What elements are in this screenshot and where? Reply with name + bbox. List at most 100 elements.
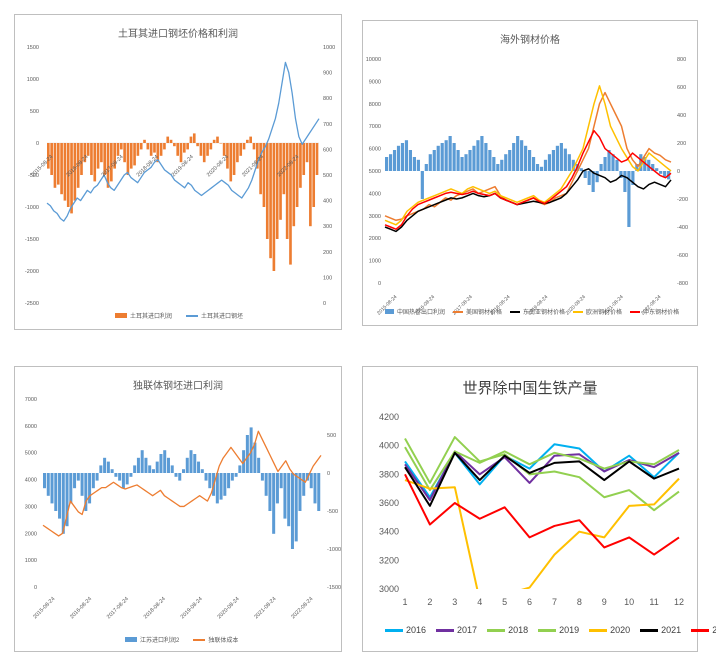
profit-bar	[508, 150, 512, 171]
y2-tick-label: 800	[323, 96, 332, 102]
y-tick-label: 5000	[25, 451, 37, 457]
profit-bar	[262, 143, 266, 207]
profit-bar	[140, 450, 144, 473]
profit-bar	[61, 473, 65, 534]
profit-bar	[129, 473, 133, 477]
profit-bar	[559, 143, 563, 171]
profit-bar	[623, 171, 627, 192]
series-line	[384, 85, 672, 226]
x-tick-label: 2018-08-24	[143, 596, 167, 620]
profit-bar	[268, 473, 272, 511]
chart-title: 土耳其进口钢坯价格和利润	[118, 29, 238, 40]
x-tick-label: 2022-08-24	[290, 596, 314, 620]
legend-swatch-profit	[115, 313, 127, 318]
profit-bar	[159, 454, 163, 473]
legend-label: 江苏进口利润2	[140, 638, 180, 644]
profit-bar	[659, 171, 663, 174]
legend-swatch-bars	[385, 309, 394, 314]
legend-swatch-s3	[573, 310, 584, 313]
profit-bar	[619, 171, 623, 178]
y-tick-label: -1500	[25, 237, 39, 243]
y-tick-label: 9000	[369, 79, 381, 85]
profit-bar	[99, 465, 103, 473]
x-tick-label: 2021-08-24	[253, 596, 277, 620]
profit-bar	[86, 143, 90, 156]
profit-bar	[76, 143, 80, 188]
profit-bar	[295, 143, 299, 207]
profit-bar	[148, 465, 152, 473]
profit-bar	[440, 143, 444, 171]
profit-bar	[144, 457, 148, 473]
y-tick-label: 1000	[369, 259, 381, 265]
profit-bar	[242, 143, 246, 150]
y-tick-label: 4000	[25, 478, 37, 484]
x-tick-label: 2019-08-24	[171, 154, 195, 178]
profit-bar	[176, 143, 180, 156]
profit-bar	[404, 140, 409, 171]
profit-bar	[226, 143, 229, 169]
profit-bar	[476, 140, 480, 171]
chart-panel-turkey: 土耳其进口钢坯价格和利润 1500 1000 500 0 -500 -1000 -1500-…	[14, 14, 342, 330]
profit-bar	[309, 143, 312, 227]
legend-label: 中国热卷出口利润	[397, 310, 446, 316]
legend-label: 东南亚钢材价格	[523, 310, 566, 316]
profit-bar	[196, 143, 199, 147]
y2-tick-label: 400	[323, 199, 332, 205]
profit-bar	[170, 465, 174, 473]
y-tick-label: 2000	[25, 531, 37, 537]
x-tick-label: 2017-08-24	[106, 596, 130, 620]
legend-label: 欧洲钢材价格	[586, 310, 623, 316]
profit-bar	[183, 143, 186, 153]
profit-bar	[392, 150, 397, 171]
profit-bar	[583, 171, 587, 178]
profit-bar	[155, 461, 159, 473]
legend-swatch-bars	[125, 637, 137, 642]
profit-bar	[448, 136, 452, 171]
profit-bar	[136, 143, 140, 156]
profit-bar	[200, 469, 204, 473]
profit-bar	[88, 473, 92, 504]
profit-bar	[103, 457, 107, 473]
profit-bar	[119, 143, 123, 150]
profit-bar	[424, 164, 428, 171]
y-tick-label: 2000	[369, 236, 381, 242]
legend-label: 2019	[559, 625, 580, 635]
profit-bar	[400, 143, 405, 171]
legend-label: 2017	[457, 625, 478, 635]
y-tick-label: 500	[30, 109, 39, 115]
profit-bar	[309, 473, 313, 489]
profit-bar	[480, 136, 484, 171]
profit-bar	[143, 139, 146, 143]
profit-bar	[396, 145, 401, 171]
profit-bar	[73, 143, 77, 201]
legend-swatch-s1	[453, 310, 464, 313]
y2-tick-label: 300	[323, 224, 332, 230]
profit-bar	[65, 473, 69, 527]
legend-label: 土耳其进口利润	[130, 314, 173, 320]
profit-bar	[63, 143, 67, 201]
profit-bar	[260, 473, 264, 481]
x-tick-label: 2	[427, 597, 432, 607]
profit-bar	[496, 164, 500, 171]
profit-bar	[432, 150, 436, 171]
profit-bar	[516, 136, 520, 171]
profit-bar	[547, 154, 552, 171]
profit-bar	[283, 473, 287, 519]
profit-bar	[133, 465, 137, 473]
profit-bar	[567, 154, 571, 171]
profit-bar	[136, 457, 140, 473]
profit-bar	[305, 143, 309, 163]
profit-bar	[69, 473, 73, 504]
profit-bar	[84, 473, 88, 511]
profit-bar	[197, 461, 201, 473]
series-line	[404, 473, 680, 556]
y2-tick-label: 600	[677, 85, 686, 91]
profit-bar	[275, 143, 279, 239]
profit-bar	[232, 143, 236, 175]
y-tick-label: 3000	[379, 584, 399, 594]
y-tick-label: 4000	[369, 191, 381, 197]
x-tick-label: 2015-08-24	[32, 596, 56, 620]
y-tick-label: 1000	[25, 558, 37, 564]
x-tick-label: 9	[602, 597, 607, 607]
y-tick-label: -500	[28, 173, 39, 179]
